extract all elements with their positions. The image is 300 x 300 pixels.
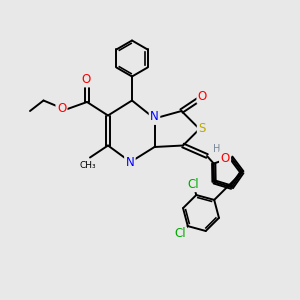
Text: Cl: Cl [174,227,186,241]
Text: CH₃: CH₃ [79,161,96,170]
Text: N: N [125,156,134,169]
Text: O: O [57,102,66,116]
Text: O: O [82,73,91,86]
Text: O: O [220,152,230,165]
Text: Cl: Cl [188,178,199,191]
Text: O: O [198,89,207,103]
Text: S: S [198,122,206,136]
Text: H: H [213,144,220,154]
Text: N: N [150,110,159,124]
